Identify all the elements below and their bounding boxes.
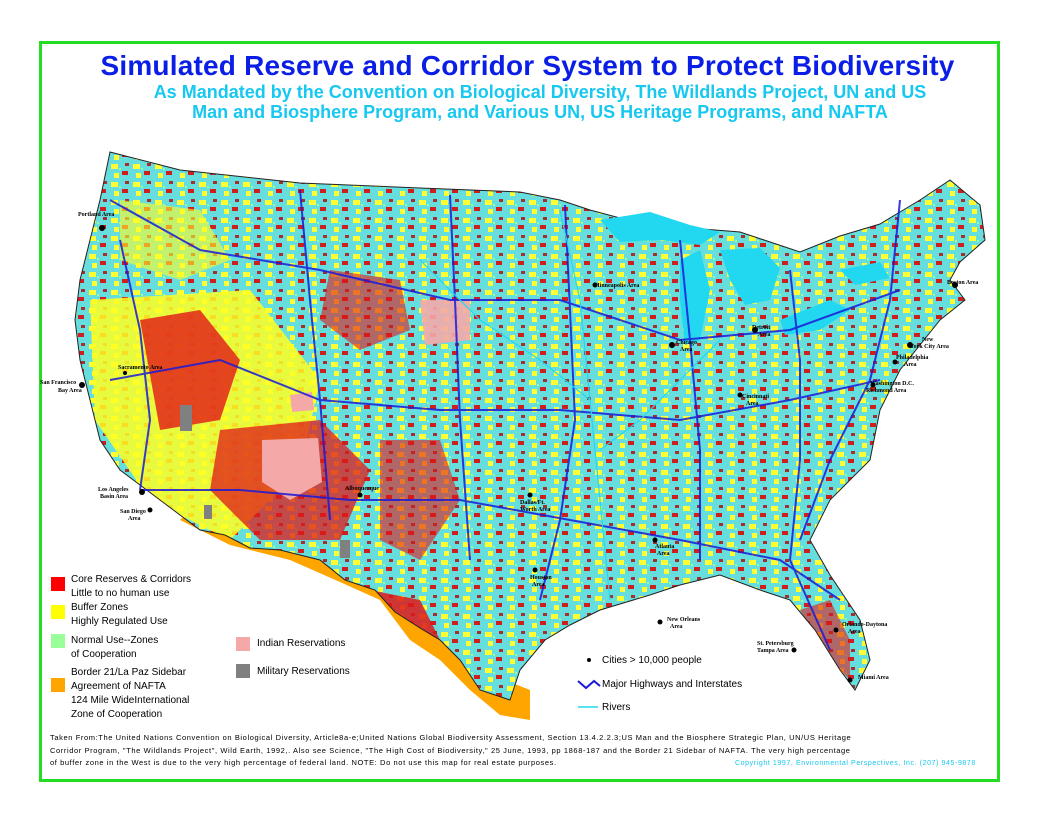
city-label-losangeles-1: Los Angeles	[98, 487, 129, 493]
city-label-dallas-2: Worth Area	[520, 507, 551, 513]
legend-swatch-core	[51, 577, 65, 591]
city-label-philadelphia-2: Area	[904, 362, 917, 368]
legend-border-line2: Agreement of NAFTA	[71, 681, 166, 692]
map-frame	[39, 41, 1000, 782]
legend-border-line4: Zone of Cooperation	[71, 709, 163, 720]
us-outline	[74, 151, 986, 701]
indian-reservation	[290, 392, 314, 412]
city-label-atlanta-2: Area	[657, 551, 670, 557]
highway-network	[109, 189, 901, 651]
legend-cities: Cities > 10,000 people	[602, 655, 702, 666]
city-label-albuquerque: Albuquerque	[345, 486, 379, 492]
city-label-washington-2: Richmond Area	[866, 388, 907, 394]
military-reservation	[204, 505, 212, 519]
city-label-orlando-2: Area	[848, 629, 861, 635]
city-label-houston-2: Area	[532, 582, 545, 588]
copyright-notice: Copyright 1997, Environmental Perspectiv…	[735, 760, 976, 767]
legend-city-symbol	[587, 658, 591, 662]
map-subtitle-line-2: Man and Biosphere Program, and Various U…	[192, 102, 888, 122]
legend-swatch-buffer	[51, 605, 65, 619]
legend-normal-line1: Normal Use--Zones	[71, 635, 159, 646]
legend-swatch-indian	[236, 637, 250, 651]
city-label-neworleans-2: Area	[670, 624, 683, 630]
city-label-houston-1: Houston	[530, 575, 552, 581]
legend-buffer-line1: Buffer Zones	[71, 602, 129, 613]
legend-core-line2: Little to no human use	[71, 588, 170, 599]
credits-line-1: Taken From:The United Nations Convention…	[50, 733, 852, 742]
city-label-atlanta-1: Atlanta	[655, 544, 675, 550]
legend-highway-symbol	[577, 679, 601, 690]
city-label-boston: Boston Area	[947, 280, 979, 286]
legend-indian: Indian Reservations	[257, 638, 346, 649]
legend-normal-line2: of Cooperation	[71, 649, 137, 660]
city-label-sacramento: Sacramento Area	[118, 365, 163, 371]
city-label-dallas-1: Dallas/Ft.	[520, 500, 545, 506]
city-label-chicago-2: Area	[680, 347, 693, 353]
city-label-neworleans-1: New Orleans	[667, 617, 701, 623]
city-label-losangeles-2: Basin Area	[100, 494, 129, 500]
legend-border-line3: 124 Mile WideInternational	[71, 695, 190, 706]
legend-military: Military Reservations	[257, 666, 350, 677]
city-label-stpetersburg-2: Tampa Area	[757, 648, 789, 654]
city-label-sandiego-2: Area	[128, 516, 141, 522]
source-credits: Taken From:The United Nations Convention…	[50, 732, 990, 770]
city-label-minneapolis: Minneapolis Area	[594, 283, 640, 289]
credits-line-2: Corridor Program, "The Wildlands Project…	[50, 745, 851, 755]
legend-core-line1: Core Reserves & Corridors	[71, 574, 192, 585]
legend-swatch-military	[236, 664, 250, 678]
city-label-newyork-2: York City Area	[910, 344, 949, 350]
city-dots	[79, 225, 958, 683]
legend-swatch-normal	[51, 634, 65, 648]
city-label-chicago-1: Chicago	[676, 340, 697, 346]
city-label-cincinnati-2: Area	[746, 401, 759, 407]
military-reservation	[180, 405, 192, 431]
city-label-newyork-1: New	[922, 337, 934, 343]
city-label-sandiego-1: San Diego	[120, 509, 146, 515]
city-label-portland: Portland Area	[78, 212, 115, 218]
city-label-sanfrancisco-1: San Francisco	[40, 380, 77, 386]
river-network	[419, 209, 721, 601]
legend-highways: Major Highways and Interstates	[602, 679, 743, 690]
indian-reservation	[262, 438, 322, 500]
indian-reservation	[420, 300, 470, 345]
us-landmass	[75, 152, 985, 700]
city-label-orlando-1: Orlando-Daytona	[842, 622, 888, 628]
map-subtitle-line-1: As Mandated by the Convention on Biologi…	[153, 82, 927, 102]
military-reservation	[340, 540, 350, 558]
city-label-washington-1: Washington D.C.	[870, 381, 914, 387]
legend-buffer-line2: Highly Regulated Use	[71, 616, 168, 627]
map-title: Simulated Reserve and Corridor System to…	[100, 50, 955, 81]
city-label-detroit-1: Detroit	[752, 325, 771, 331]
legend-border-line1: Border 21/La Paz Sidebar	[71, 667, 187, 678]
city-label-stpetersburg-1: St. Petersburg	[757, 641, 794, 647]
city-label-sanfrancisco-2: Bay Area	[58, 388, 82, 394]
legend-rivers: Rivers	[602, 702, 631, 713]
city-label-philadelphia-1: Philadelphia	[896, 355, 929, 361]
legend-swatch-border21	[51, 678, 65, 692]
city-label-miami: Miami Area	[858, 675, 889, 681]
city-label-detroit-2: Area	[758, 332, 771, 338]
city-label-cincinnati-1: Cincinnati	[742, 394, 770, 400]
credits-line-3: of buffer zone in the West is due to the…	[50, 758, 557, 767]
